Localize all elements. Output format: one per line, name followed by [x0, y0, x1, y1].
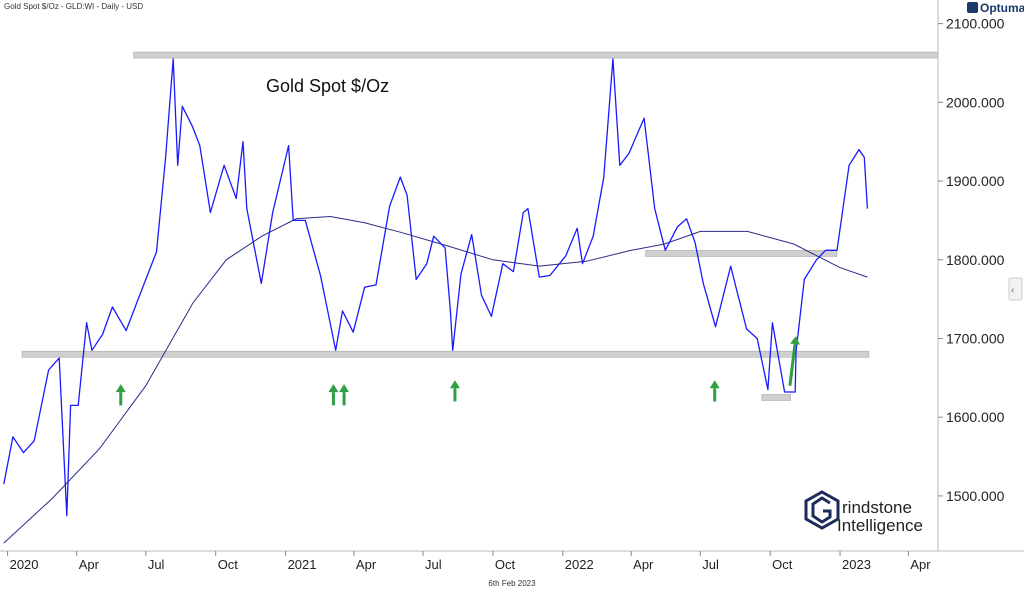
support-arrows: [115, 336, 800, 406]
grindstone-hex-icon: [804, 490, 840, 530]
arrow-4: [709, 380, 720, 402]
y-tick-label-3: 1800.000: [946, 252, 1005, 268]
brand-line1: rindstone: [842, 498, 912, 517]
level-line-1: [21, 350, 870, 358]
header-info: Gold Spot $/Oz - GLD:WI - Daily - USD: [4, 2, 143, 11]
x-tick-label-8: 2022: [565, 557, 594, 572]
x-tick-label-11: Oct: [772, 557, 793, 572]
level-line-2: [645, 250, 838, 257]
x-tick-label-10: Jul: [702, 557, 719, 572]
x-tick-label-5: Apr: [356, 557, 377, 572]
moving-average-line: [3, 215, 868, 544]
x-tick-label-3: Oct: [218, 557, 239, 572]
price-line: [3, 58, 869, 517]
y-tick-label-0: 1500.000: [946, 488, 1005, 504]
x-tick-label-6: Jul: [425, 557, 442, 572]
scroll-handle[interactable]: ‹: [1008, 277, 1023, 301]
x-axis-ticks: 2020 Apr Jul Oct 2021 Apr Jul Oct 2022 Apr Jul Oct 2…: [7, 551, 931, 572]
moving-average: [3, 215, 868, 544]
y-axis-ticks: 1500.000 1600.000 1700.000 1800.000 1900.000…: [938, 16, 1005, 504]
grindstone-g-icon: [811, 496, 832, 524]
level-line-0: [133, 51, 939, 59]
price-series: [3, 58, 869, 517]
arrow-1: [328, 384, 339, 406]
x-tick-label-12: 2023: [842, 557, 871, 572]
level-line-3: [761, 394, 791, 401]
x-tick-label-7: Oct: [495, 557, 516, 572]
y-tick-label-5: 2000.000: [946, 94, 1005, 110]
x-tick-label-13: Apr: [910, 557, 931, 572]
svg-text:‹: ‹: [1011, 285, 1014, 296]
x-tick-label-9: Apr: [633, 557, 654, 572]
footer-date: 6th Feb 2023: [488, 579, 536, 588]
arrow-0: [115, 384, 126, 406]
grindstone-logo: rindstone Intelligence: [804, 490, 923, 535]
arrow-2: [339, 384, 350, 406]
y-tick-label-6: 2100.000: [946, 16, 1005, 32]
y-tick-label-4: 1900.000: [946, 173, 1005, 189]
y-tick-label-1: 1600.000: [946, 409, 1005, 425]
arrow-3: [449, 380, 460, 402]
x-tick-label-1: Apr: [79, 557, 100, 572]
optuma-logo-text: Optuma: [980, 1, 1024, 15]
optuma-logo: Optuma: [967, 1, 1024, 15]
x-tick-label-0: 2020: [10, 557, 39, 572]
optuma-logo-icon: [967, 2, 978, 13]
arrow-5: [788, 336, 800, 386]
y-tick-label-2: 1700.000: [946, 330, 1005, 346]
brand-line2: Intelligence: [837, 516, 923, 535]
x-tick-label-2: Jul: [148, 557, 165, 572]
chart-title: Gold Spot $/Oz: [266, 76, 389, 96]
x-tick-label-4: 2021: [288, 557, 317, 572]
